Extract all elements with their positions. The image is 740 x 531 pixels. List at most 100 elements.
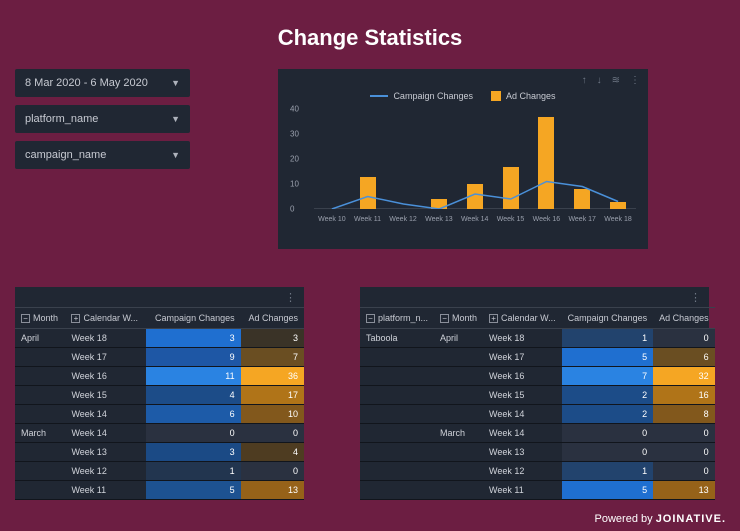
column-header-label[interactable]: Campaign Changes [568, 313, 648, 323]
text-cell: Week 14 [65, 424, 146, 443]
value-cell: 5 [562, 348, 654, 367]
text-cell: Week 15 [483, 386, 562, 405]
y-tick-label: 0 [290, 205, 294, 214]
value-cell: 2 [562, 405, 654, 424]
text-cell: Week 12 [483, 462, 562, 481]
table-row[interactable]: Week 11513 [15, 481, 304, 500]
value-cell: 0 [146, 424, 240, 443]
table-row[interactable]: Week 1797 [15, 348, 304, 367]
value-cell: 7 [241, 348, 304, 367]
text-cell [434, 367, 483, 386]
column-header[interactable]: −Month [434, 308, 483, 329]
table-row[interactable]: Week 14610 [15, 405, 304, 424]
value-cell: 0 [653, 424, 715, 443]
column-header[interactable]: Ad Changes [241, 308, 304, 329]
column-header-label[interactable]: Calendar W... [83, 313, 138, 323]
legend-ad-label: Ad Changes [506, 91, 556, 101]
table-row[interactable]: Week 1428 [360, 405, 715, 424]
table-row[interactable]: Week 11513 [360, 481, 715, 500]
table-row[interactable]: Week 1210 [15, 462, 304, 481]
value-cell: 1 [146, 462, 240, 481]
legend-campaign-label: Campaign Changes [393, 91, 473, 101]
table-row[interactable]: Week 15216 [360, 386, 715, 405]
more-icon[interactable]: ⋮ [690, 291, 701, 304]
column-header-label[interactable]: Calendar W... [501, 313, 556, 323]
value-cell: 0 [562, 443, 654, 462]
text-cell: Week 11 [483, 481, 562, 500]
sort-asc-icon[interactable]: ↑ [582, 75, 587, 86]
column-header[interactable]: Campaign Changes [562, 308, 654, 329]
y-tick-label: 30 [290, 130, 299, 139]
column-header-label[interactable]: Month [33, 313, 58, 323]
value-cell: 0 [241, 424, 304, 443]
collapse-icon[interactable]: − [21, 314, 30, 323]
column-header-label[interactable]: Ad Changes [659, 313, 709, 323]
campaign-dropdown[interactable]: campaign_name ▼ [15, 141, 190, 169]
column-header[interactable]: Campaign Changes [146, 308, 240, 329]
text-cell: Week 14 [65, 405, 146, 424]
date-range-dropdown[interactable]: 8 Mar 2020 - 6 May 2020 ▼ [15, 69, 190, 97]
x-tick-label: Week 13 [425, 216, 453, 223]
text-cell: March [434, 424, 483, 443]
column-header[interactable]: −Month [15, 308, 65, 329]
chevron-down-icon: ▼ [171, 150, 180, 160]
collapse-icon[interactable]: − [440, 314, 449, 323]
table-row[interactable]: Week 1334 [15, 443, 304, 462]
text-cell: Week 13 [65, 443, 146, 462]
x-tick-label: Week 11 [354, 216, 381, 223]
expand-icon[interactable]: + [71, 314, 80, 323]
table-row[interactable]: AprilWeek 1833 [15, 329, 304, 348]
column-header[interactable]: −platform_n... [360, 308, 434, 329]
column-header[interactable]: +Calendar W... [65, 308, 146, 329]
x-tick-label: Week 18 [604, 216, 632, 223]
text-cell: Week 11 [65, 481, 146, 500]
table-row[interactable]: Week 1756 [360, 348, 715, 367]
table-left: −Month+Calendar W...Campaign ChangesAd C… [15, 307, 304, 500]
explore-icon[interactable]: ≋ [612, 75, 620, 86]
campaign-label: campaign_name [25, 149, 106, 161]
value-cell: 0 [241, 462, 304, 481]
chart-toolbar: ↑ ↓ ≋ ⋮ [582, 75, 640, 86]
text-cell: Week 16 [65, 367, 146, 386]
value-cell: 0 [562, 424, 654, 443]
table-row[interactable]: Week 161136 [15, 367, 304, 386]
table-right: −platform_n...−Month+Calendar W...Campai… [360, 307, 715, 500]
text-cell [434, 348, 483, 367]
expand-icon[interactable]: + [489, 314, 498, 323]
table-row[interactable]: Week 1210 [360, 462, 715, 481]
table-row[interactable]: Week 1300 [360, 443, 715, 462]
column-header[interactable]: Ad Changes [653, 308, 715, 329]
text-cell [434, 443, 483, 462]
text-cell [360, 443, 434, 462]
line-series[interactable] [332, 182, 618, 210]
legend-campaign[interactable]: Campaign Changes [370, 91, 473, 101]
table-left-panel: ⋮ −Month+Calendar W...Campaign ChangesAd… [15, 287, 304, 500]
chart-plot: 010203040Week 10Week 11Week 12Week 13Wee… [314, 105, 636, 223]
collapse-icon[interactable]: − [366, 314, 375, 323]
table-right-panel: ⋮ −platform_n...−Month+Calendar W...Camp… [360, 287, 709, 500]
text-cell: April [434, 329, 483, 348]
x-tick-label: Week 12 [389, 216, 417, 223]
text-cell: Week 12 [65, 462, 146, 481]
table-row[interactable]: MarchWeek 1400 [15, 424, 304, 443]
line-swatch-icon [370, 95, 388, 97]
x-tick-label: Week 17 [568, 216, 596, 223]
text-cell: Week 17 [65, 348, 146, 367]
column-header-label[interactable]: Ad Changes [248, 313, 298, 323]
more-icon[interactable]: ⋮ [285, 291, 296, 304]
table-row[interactable]: Week 16732 [360, 367, 715, 386]
value-cell: 16 [653, 386, 715, 405]
table-row[interactable]: Week 15417 [15, 386, 304, 405]
legend-ad[interactable]: Ad Changes [491, 91, 556, 101]
column-header[interactable]: +Calendar W... [483, 308, 562, 329]
more-icon[interactable]: ⋮ [630, 75, 640, 86]
value-cell: 7 [562, 367, 654, 386]
text-cell: April [15, 329, 65, 348]
platform-dropdown[interactable]: platform_name ▼ [15, 105, 190, 133]
sort-desc-icon[interactable]: ↓ [597, 75, 602, 86]
column-header-label[interactable]: Month [452, 313, 477, 323]
table-row[interactable]: MarchWeek 1400 [360, 424, 715, 443]
column-header-label[interactable]: platform_n... [378, 313, 428, 323]
table-row[interactable]: TaboolaAprilWeek 1810 [360, 329, 715, 348]
column-header-label[interactable]: Campaign Changes [155, 313, 235, 323]
